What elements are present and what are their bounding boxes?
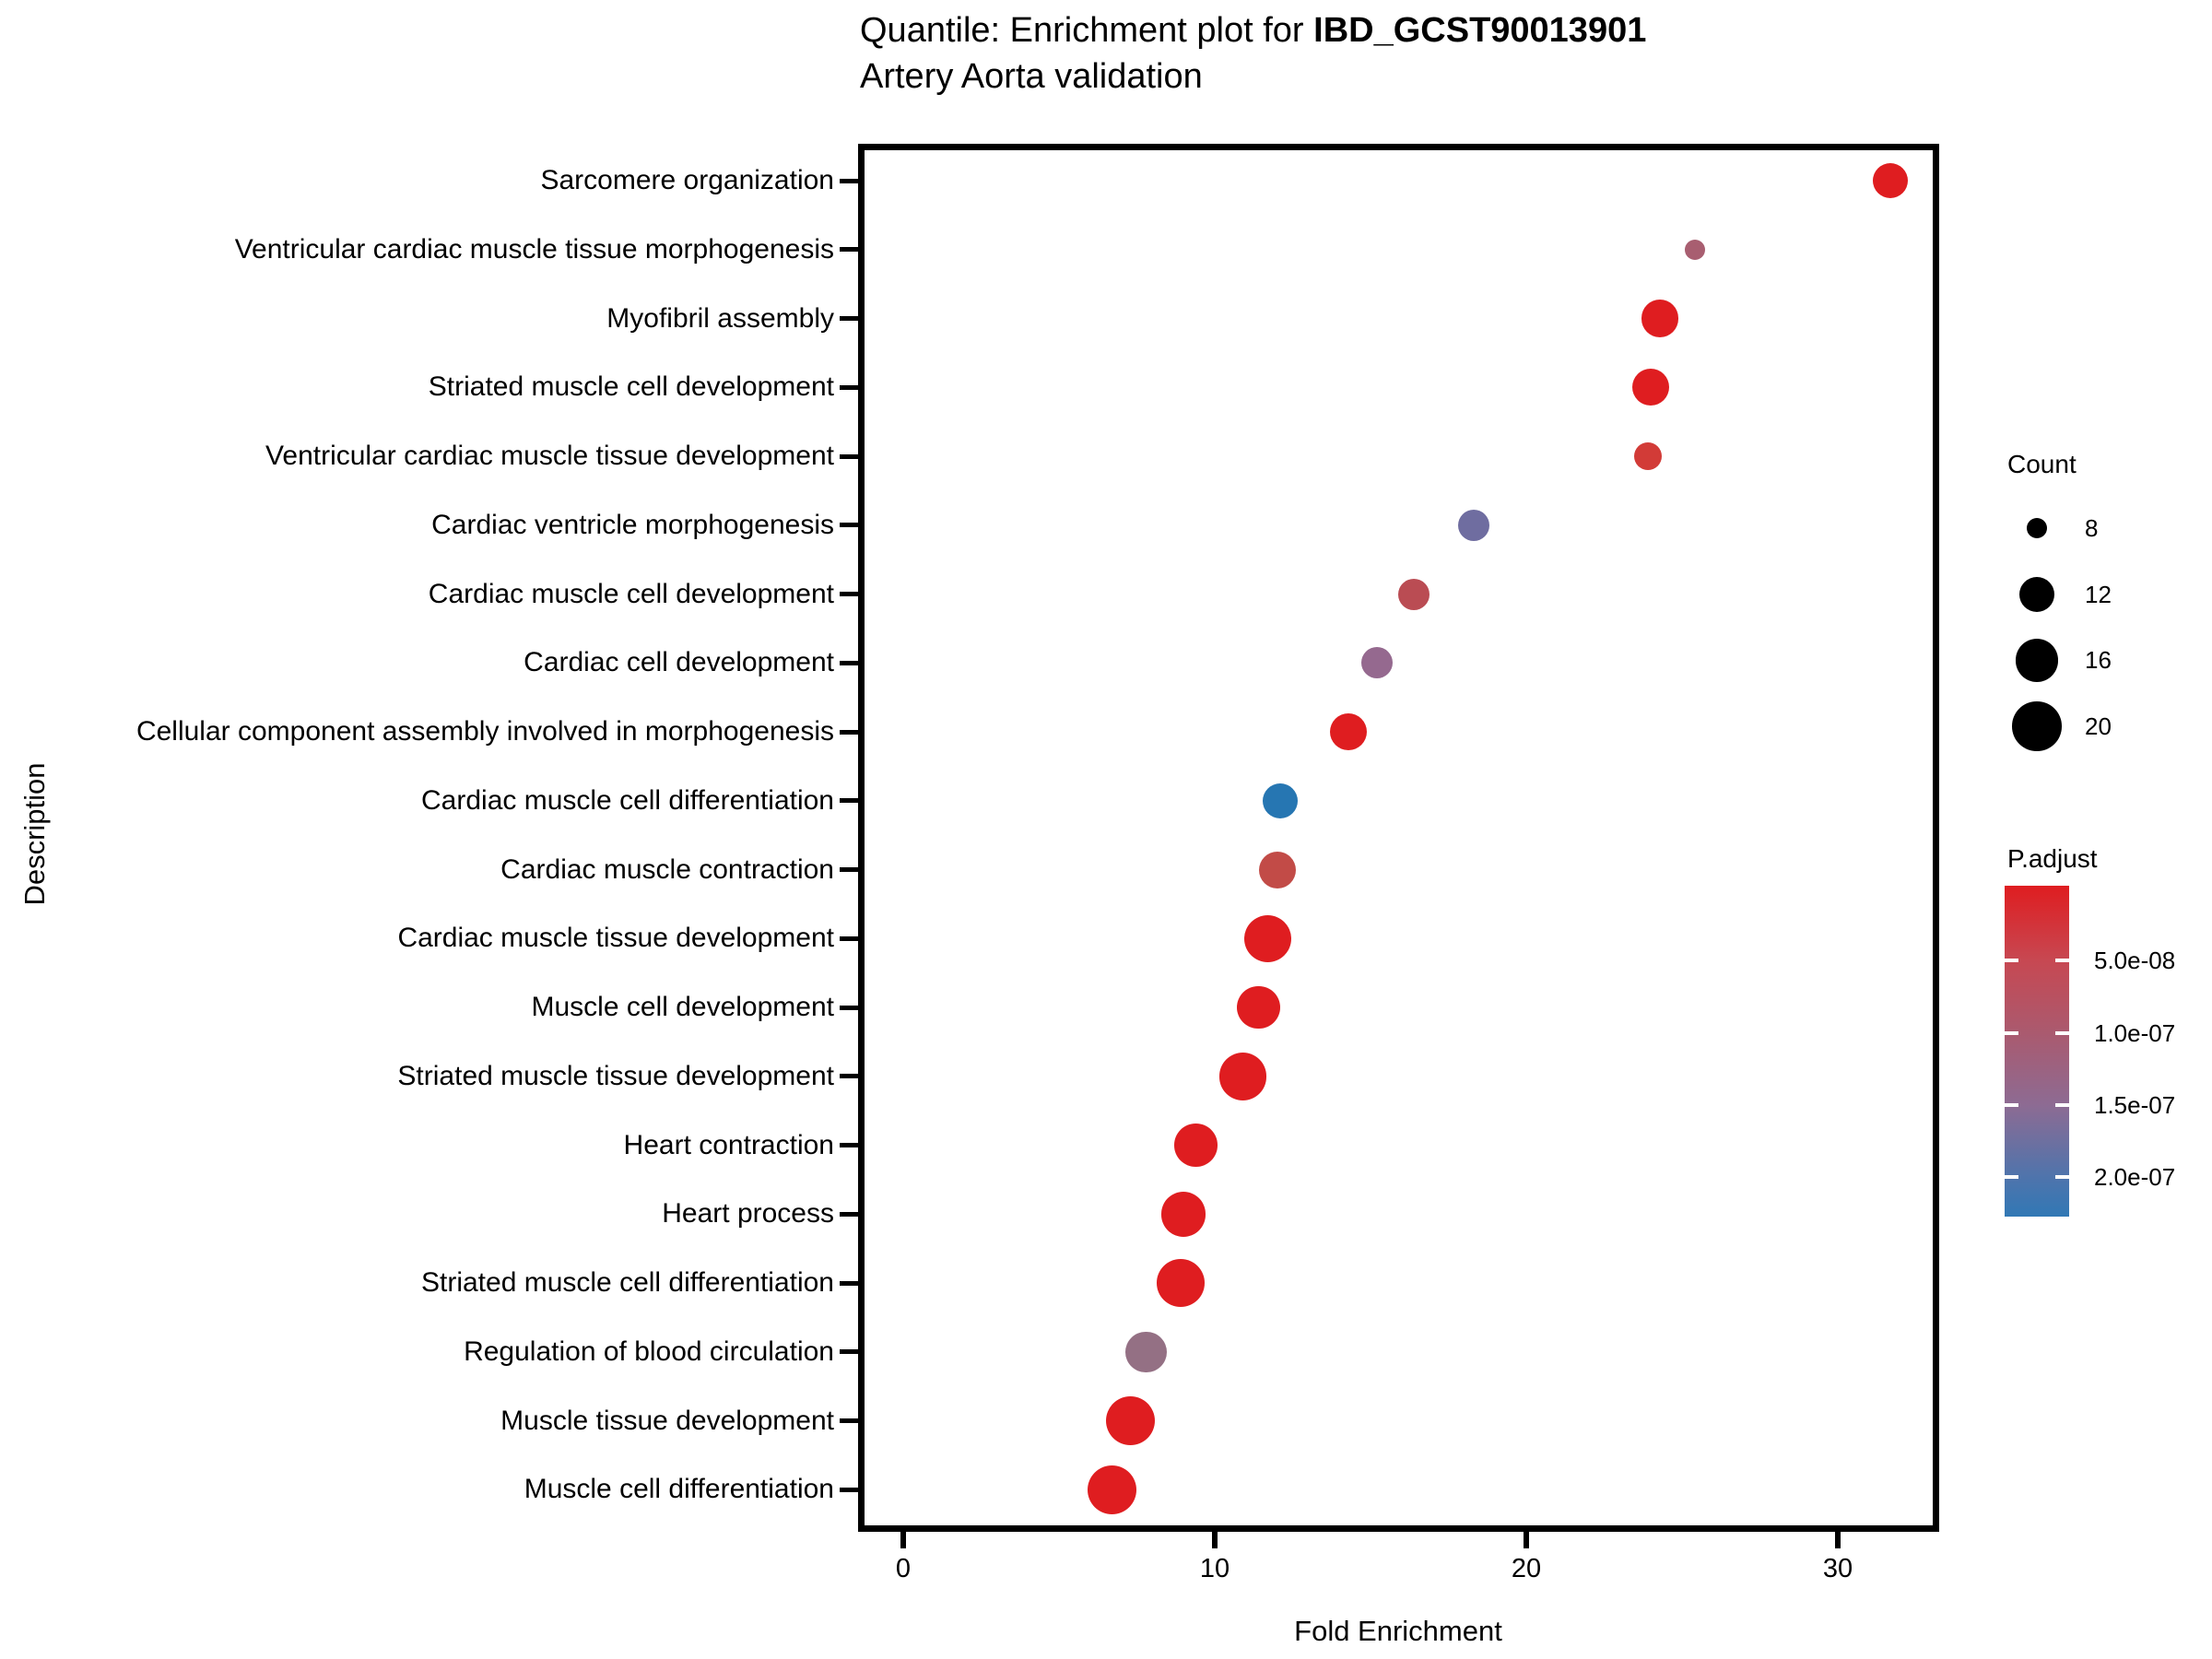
colorbar-tick-left [2005,1103,2018,1108]
count-legend-bubble [2015,639,2059,682]
category-label: Cardiac ventricle morphogenesis [431,509,834,540]
category-label: Striated muscle cell development [428,371,834,403]
data-point [1398,578,1430,610]
category-label: Cardiac cell development [524,647,834,678]
category-label: Heart process [662,1198,834,1230]
colorbar-tick-label: 1.0e-07 [2094,1019,2176,1048]
count-legend-label: 8 [2085,514,2099,542]
data-point [1156,1259,1205,1307]
category-label: Regulation of blood circulation [464,1335,834,1367]
y-tick [840,1005,858,1010]
x-tick-label: 20 [1511,1554,1542,1583]
data-point [1330,713,1368,751]
plot-title-prefix: Quantile: Enrichment plot for [860,11,1314,50]
data-point [1873,163,1909,198]
colorbar-tick-right [2055,1031,2069,1036]
y-tick [840,316,858,322]
data-point [1087,1465,1137,1515]
category-label: Muscle cell development [531,992,835,1023]
data-point [1360,647,1393,679]
category-label: Muscle tissue development [500,1405,834,1436]
category-label: Muscle cell differentiation [524,1474,834,1505]
colorbar-tick-right [2055,959,2069,963]
y-tick [840,1487,858,1492]
data-point [1632,369,1670,406]
colorbar-tick-right [2055,1103,2069,1108]
data-point [1106,1395,1156,1446]
y-tick [840,729,858,735]
y-tick [840,1074,858,1079]
plot-panel [858,144,1939,1532]
category-label: Ventricular cardiac muscle tissue morpho… [234,233,834,265]
x-axis-title: Fold Enrichment [1294,1615,1502,1647]
data-point [1258,851,1296,888]
count-legend-label: 20 [2085,712,2112,741]
category-label: Cardiac muscle cell development [428,578,834,609]
category-label: Cardiac muscle tissue development [397,923,834,954]
data-point [1125,1331,1167,1373]
data-point [1457,509,1489,541]
y-tick [840,660,858,665]
category-label: Striated muscle tissue development [397,1060,834,1091]
category-label: Heart contraction [623,1129,834,1160]
plot-subtitle: Artery Aorta validation [860,57,1203,96]
category-label: Striated muscle cell differentiation [420,1267,834,1299]
colorbar-tick-left [2005,959,2018,963]
y-tick [840,592,858,597]
colorbar-tick-left [2005,1031,2018,1036]
x-tick-label: 10 [1199,1554,1230,1583]
x-tick [1835,1532,1841,1548]
data-point [1218,1053,1267,1100]
data-point [1633,442,1662,471]
y-tick [840,1280,858,1286]
count-legend-label: 12 [2085,580,2112,608]
data-point [1174,1124,1218,1167]
data-point [1161,1192,1206,1237]
y-tick [840,935,858,941]
count-legend-bubble [2012,701,2062,751]
y-tick [840,1418,858,1424]
y-tick [840,384,858,390]
x-tick [1524,1532,1529,1548]
y-tick [840,247,858,253]
plot-title: Quantile: Enrichment plot for IBD_GCST90… [860,9,1646,52]
colorbar-tick-label: 2.0e-07 [2094,1162,2176,1191]
data-point [1684,239,1705,260]
padjust-colorbar [2005,886,2069,1217]
padjust-legend-title: P.adjust [2007,844,2098,873]
y-tick [840,798,858,804]
data-point [1641,300,1679,337]
category-label: Cardiac muscle cell differentiation [421,784,834,816]
y-tick [840,178,858,183]
colorbar-tick-left [2005,1174,2018,1179]
y-tick [840,523,858,528]
y-tick [840,1349,858,1355]
colorbar-tick-right [2055,1174,2069,1179]
y-tick [840,453,858,459]
data-point [1237,985,1280,1030]
category-label: Cardiac muscle contraction [500,853,834,885]
category-label: Sarcomere organization [540,165,834,195]
plot-title-study-id: IBD_GCST90013901 [1313,11,1647,50]
y-tick [840,1143,858,1148]
count-legend-title: Count [2007,450,2077,478]
y-tick [840,867,858,873]
category-label: Ventricular cardiac muscle tissue develo… [265,441,834,472]
data-point [1243,914,1292,963]
x-tick [1212,1532,1218,1548]
x-tick [900,1532,906,1548]
count-legend-bubble [2019,576,2054,612]
y-tick [840,1211,858,1217]
x-tick-label: 0 [895,1554,912,1583]
count-legend-bubble [2027,518,2047,538]
colorbar-tick-label: 1.5e-07 [2094,1091,2176,1120]
data-point [1262,782,1298,818]
count-legend-label: 16 [2085,646,2112,675]
category-label: Cellular component assembly involved in … [135,716,834,747]
x-tick-label: 30 [1822,1554,1853,1583]
colorbar-tick-label: 5.0e-08 [2094,947,2176,975]
category-label: Myofibril assembly [606,302,834,334]
